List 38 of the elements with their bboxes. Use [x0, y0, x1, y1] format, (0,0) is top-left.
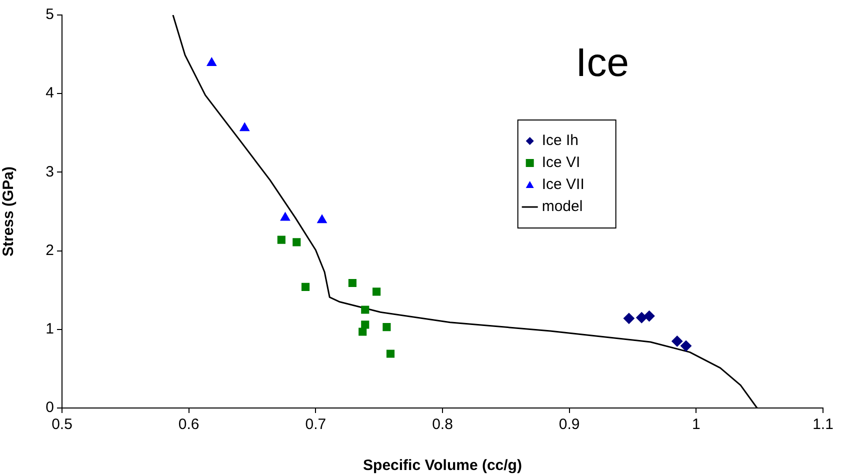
legend-label: model — [542, 198, 583, 216]
legend-label: Ice VI — [542, 154, 580, 172]
x-tick-label: 0.6 — [178, 416, 200, 434]
y-tick-label: 2 — [46, 242, 54, 259]
point — [361, 306, 370, 314]
point — [358, 328, 367, 336]
point — [680, 340, 692, 352]
x-tick-label: 0.9 — [558, 416, 580, 434]
text: Ice — [576, 41, 629, 86]
point — [361, 320, 370, 329]
y-tick-label: 4 — [46, 84, 54, 102]
y-tick-label: 0 — [46, 399, 54, 416]
point — [372, 288, 381, 296]
point — [277, 236, 286, 244]
y-tick-label: 3 — [46, 163, 54, 180]
x-tick-label: 1 — [692, 416, 700, 434]
point — [623, 312, 634, 324]
point — [386, 350, 395, 358]
x-tick-label: 0.5 — [52, 416, 72, 434]
point — [348, 278, 356, 288]
point — [672, 336, 683, 347]
point — [280, 212, 290, 221]
point — [317, 214, 327, 224]
x-axis-title: Specific Volume (cc/g) — [363, 457, 522, 474]
point — [240, 122, 250, 132]
point — [382, 323, 391, 332]
x-tick-label: 0.7 — [305, 416, 326, 434]
y-tick-label: 1 — [46, 320, 54, 338]
legend-label: Ice VII — [542, 176, 584, 194]
x-tick-label: 1.1 — [812, 416, 834, 434]
point — [301, 282, 310, 291]
x-tick-label: 0.8 — [432, 416, 453, 434]
point — [644, 310, 655, 322]
y-tick-label: 5 — [46, 6, 54, 24]
legend-label: Ice Ih — [542, 132, 579, 150]
point — [292, 238, 301, 246]
point — [206, 57, 216, 66]
y-axis-title: Stress (GPa) — [0, 166, 18, 257]
